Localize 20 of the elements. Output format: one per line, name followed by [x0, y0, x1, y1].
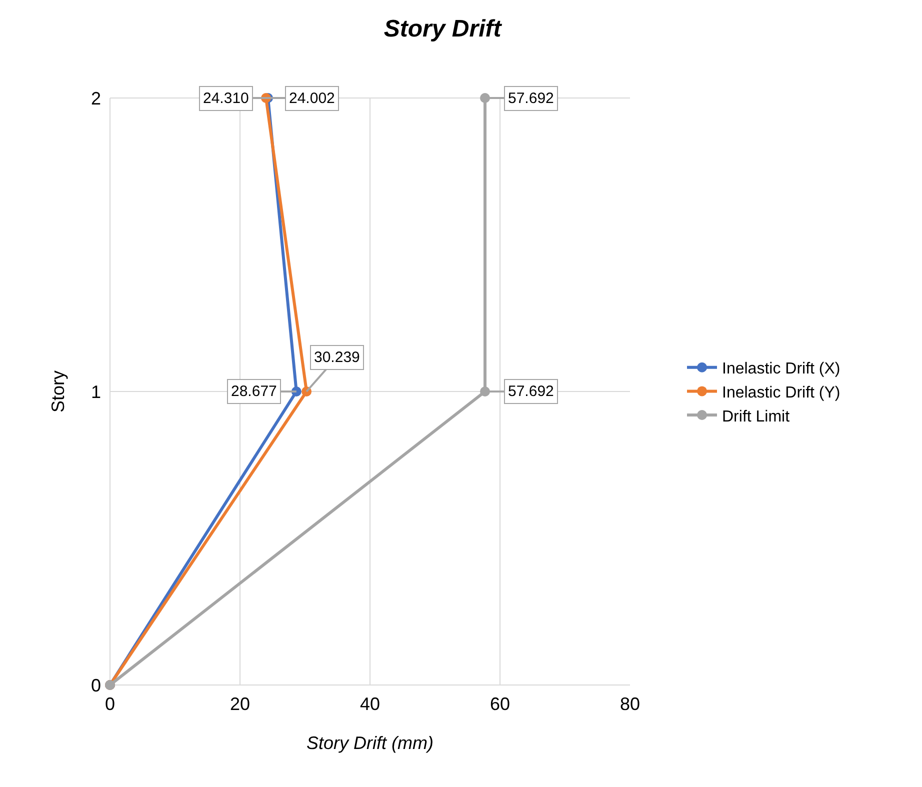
legend-label: Drift Limit: [722, 408, 790, 426]
x-axis-title: Story Drift (mm): [306, 733, 434, 753]
y-tick-label: 0: [90, 675, 101, 696]
x-tick-label: 80: [620, 694, 640, 714]
data-label: 57.692: [508, 383, 554, 400]
data-label: 30.239: [314, 349, 360, 366]
x-tick-label: 20: [230, 694, 250, 714]
y-tick-label: 2: [90, 88, 101, 108]
x-tick-label: 60: [490, 694, 510, 714]
data-label: 24.310: [203, 90, 249, 107]
data-label: 24.002: [289, 90, 335, 107]
legend-label: Inelastic Drift (X): [722, 360, 840, 378]
x-tick-label: 0: [104, 694, 116, 714]
chart-title: Story Drift: [384, 15, 502, 42]
data-label: 57.692: [508, 90, 554, 107]
legend-label: Inelastic Drift (Y): [722, 384, 840, 402]
y-axis-title: Story: [48, 370, 68, 413]
x-tick-label: 40: [360, 694, 380, 714]
y-tick-label: 1: [90, 382, 101, 402]
data-label: 28.677: [231, 383, 277, 400]
